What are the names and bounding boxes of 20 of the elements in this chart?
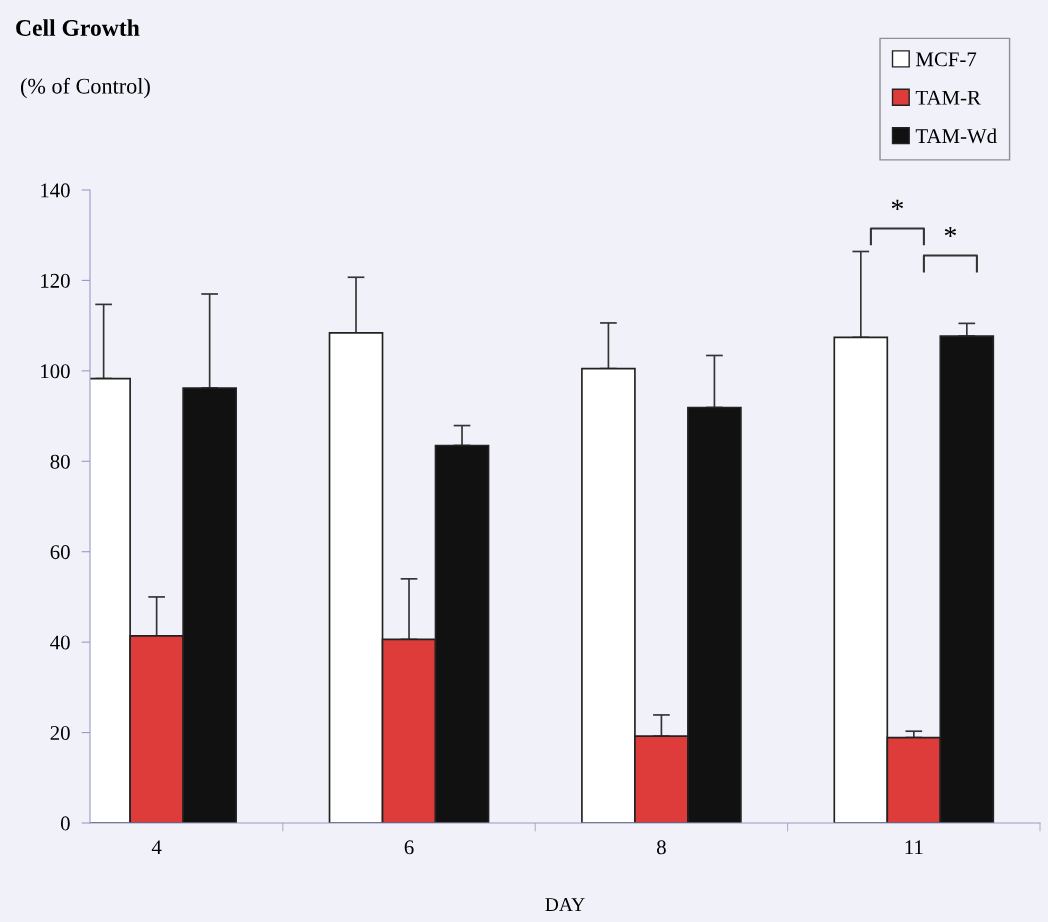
x-tick-label: 4 <box>151 840 162 855</box>
x-axis-title: DAY <box>545 898 585 911</box>
y-tick-label: 60 <box>50 545 70 560</box>
y-tick-label: 80 <box>50 454 70 469</box>
legend-label: TAM-R <box>915 90 981 105</box>
x-tick-label: 11 <box>905 840 923 855</box>
y-tick-label: 120 <box>41 273 70 288</box>
y-tick-label: 100 <box>41 364 70 379</box>
legend-label: TAM-Wd <box>915 128 997 144</box>
y-tick-label: 40 <box>50 635 70 650</box>
chart-title: Cell Growth <box>16 19 140 36</box>
x-tick-label: 6 <box>404 840 414 855</box>
y-tick-label: 0 <box>60 816 70 831</box>
y-tick-label: 20 <box>50 725 70 740</box>
legend-label: MCF-7 <box>916 52 977 67</box>
text: (% of Control) <box>20 77 150 99</box>
annotation: * <box>891 199 904 210</box>
annotation: * <box>944 226 957 238</box>
x-tick-label: 8 <box>657 840 666 855</box>
y-tick-label: 140 <box>41 183 70 198</box>
